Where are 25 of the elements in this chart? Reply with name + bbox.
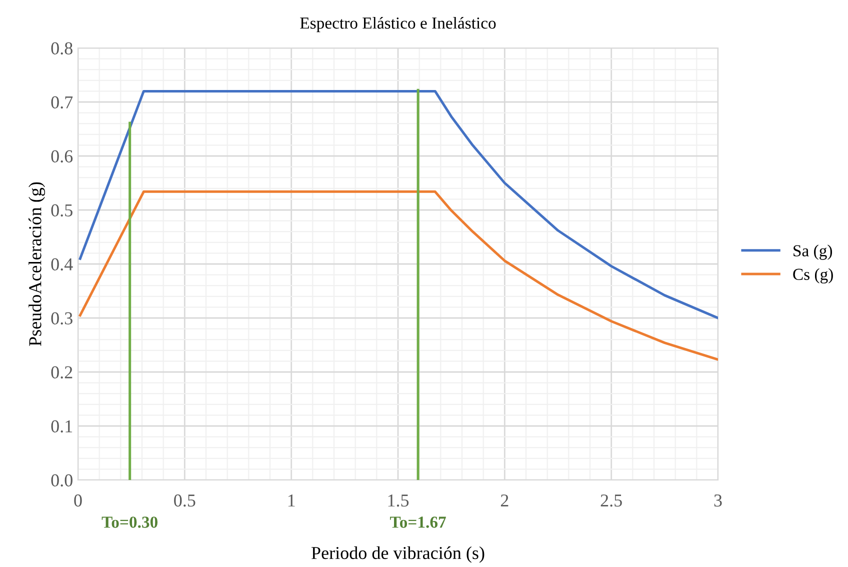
x-tick-label: 0.5	[174, 494, 196, 507]
annotation: To=1.67	[390, 516, 446, 528]
x-tick-label: 1	[288, 494, 295, 506]
y-tick-label: 0.2	[51, 366, 72, 379]
x-tick-label: 3	[714, 494, 722, 507]
y-tick-label: 0.7	[51, 96, 73, 109]
y-tick-label: 0.4	[51, 258, 73, 271]
x-tick-label: 2.5	[600, 494, 622, 507]
y-tick-label: 0.1	[51, 420, 72, 433]
y-tick-label: 0.5	[51, 204, 72, 217]
line-series	[78, 190, 718, 361]
chart-title: Espectro Elástico e Inelástico	[300, 16, 496, 32]
y-tick-label: 0.3	[51, 312, 72, 325]
y-tick-label: 0.8	[51, 42, 72, 55]
y-tick-label: 0.0	[51, 474, 72, 487]
x-axis-title: Periodo de vibración (s)	[312, 546, 484, 563]
x-tick-label: 0	[74, 494, 82, 507]
x-tick-label: 2	[500, 494, 508, 506]
annotation: To=0.30	[102, 516, 158, 528]
x-tick-label: 1.5	[388, 494, 409, 507]
line-series	[78, 90, 718, 320]
legend-label: Sa (g)	[794, 244, 832, 260]
y-axis-title: PseudoAceleración (g)	[28, 182, 46, 346]
y-tick-label: 0.6	[51, 150, 73, 163]
legend-label: Cs (g)	[793, 268, 833, 284]
